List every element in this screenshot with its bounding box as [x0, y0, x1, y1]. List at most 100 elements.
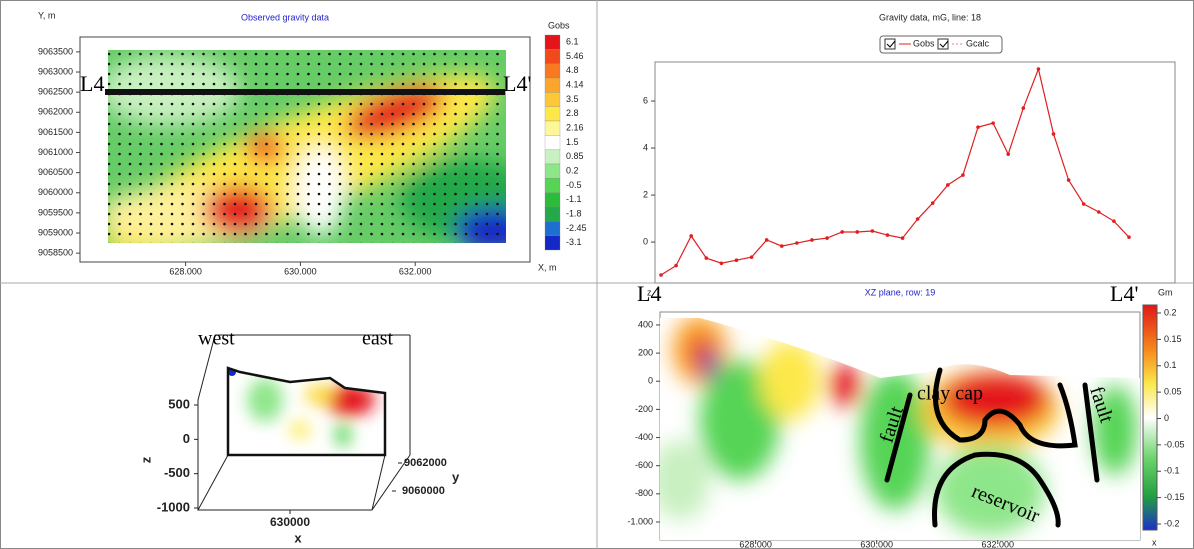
- x-axis-label: X, m: [538, 262, 557, 272]
- data-point: [976, 125, 980, 129]
- y-tick-label: 2: [643, 189, 648, 199]
- colorbar-label: -0.15: [1164, 492, 1185, 502]
- colorbar-cell: [544, 163, 561, 179]
- colorbar-label: 6.1: [566, 37, 579, 47]
- colorbar-label: 0: [1164, 413, 1169, 423]
- y-tick-label: 6: [643, 95, 648, 105]
- y-tick-label: 9063500: [38, 46, 73, 56]
- legend-label: Gobs: [913, 38, 935, 48]
- heatmap: [228, 368, 385, 455]
- data-point: [930, 201, 935, 205]
- y-tick-label: -800: [635, 488, 653, 498]
- y-tick-label: 0: [643, 236, 648, 246]
- y-tick-label: 9062500: [38, 87, 73, 97]
- y-tick-label: 9062000: [38, 107, 73, 117]
- y-tick-label: 9062000: [404, 457, 447, 469]
- annotation: west: [198, 328, 235, 350]
- colorbar-cell: [544, 192, 561, 208]
- y-tick-label: 9063000: [38, 66, 73, 76]
- data-point: [946, 183, 950, 187]
- colorbar-cell: [544, 221, 561, 236]
- colorbar-cell: [544, 77, 561, 93]
- colorbar-cell: [544, 135, 561, 150]
- colorbar-label: 4.14: [566, 80, 584, 90]
- plot-area: [654, 61, 1176, 284]
- colorbar-cell: [544, 235, 561, 251]
- colorbar: [1142, 304, 1158, 531]
- annotation: L4': [503, 71, 531, 96]
- colorbar-label: -0.1: [1164, 466, 1180, 476]
- y-axis-label: y: [452, 469, 460, 484]
- z-tick-label: -500: [164, 465, 190, 480]
- y-tick-label: 9060000: [38, 187, 73, 197]
- data-point: [689, 234, 693, 238]
- colorbar-label: -0.05: [1164, 439, 1185, 449]
- y-tick-label: 9058500: [38, 248, 73, 258]
- z-axis-label: z: [138, 456, 153, 463]
- colorbar-cell: [544, 106, 561, 122]
- y-tick-label: 400: [638, 319, 653, 329]
- colorbar-label: -1.1: [566, 194, 582, 204]
- colorbar-label: -2.45: [566, 223, 587, 233]
- checkbox[interactable]: [884, 38, 896, 50]
- data-point: [1021, 106, 1026, 110]
- data-point: [885, 233, 890, 237]
- section-outline: [226, 366, 387, 457]
- x-tick-label: 630000: [270, 515, 310, 529]
- y-tick-label: 9061000: [38, 147, 73, 157]
- y-tick-label: -400: [635, 432, 653, 442]
- y-tick-label: -1.000: [627, 516, 653, 526]
- colorbar-label: -0.5: [566, 180, 582, 190]
- colorbar-cell: [544, 178, 561, 193]
- x-axis-label: x: [294, 530, 302, 545]
- data-point: [810, 238, 814, 242]
- y-tick-label: 200: [638, 347, 653, 357]
- data-point: [1051, 132, 1056, 136]
- colorbar-title: Gm: [1158, 287, 1173, 297]
- colorbar-label: 2.16: [566, 123, 584, 133]
- annotation: L4: [80, 71, 104, 96]
- z-tick-label: 0: [183, 431, 190, 446]
- colorbar-label: 1.5: [566, 137, 579, 147]
- x-tick-label: 628.000: [169, 266, 202, 276]
- y-tick-label: 4: [643, 142, 648, 152]
- y-tick-label: 9061500: [38, 127, 73, 137]
- colorbar-label: 0.15: [1164, 334, 1182, 344]
- colorbar-label: -1.8: [566, 209, 582, 219]
- colorbar-label: -0.2: [1164, 518, 1180, 528]
- data-point: [1127, 235, 1131, 239]
- check: [886, 40, 896, 48]
- data-point: [1112, 219, 1116, 223]
- x-tick-label: 630.000: [284, 266, 317, 276]
- checkbox[interactable]: [937, 38, 949, 50]
- data-point: [719, 261, 724, 266]
- colorbar-cell: [544, 92, 561, 107]
- z-tick-label: 500: [168, 396, 190, 411]
- data-point: [961, 173, 965, 177]
- data-point: [659, 273, 663, 277]
- colorbar-label: 0.2: [1164, 307, 1177, 317]
- colorbar-cell: [544, 120, 561, 136]
- colorbar-cell: [544, 63, 561, 79]
- data-point: [749, 255, 754, 259]
- check: [939, 40, 949, 48]
- data-point: [991, 121, 995, 125]
- chart-title: Observed gravity data: [241, 12, 329, 22]
- colorbar-label: 0.1: [1164, 360, 1177, 370]
- data-point: [1066, 178, 1071, 182]
- data-point: [870, 229, 875, 233]
- y-tick-label: 9060500: [38, 167, 73, 177]
- data-point: [915, 217, 920, 221]
- colorbar-label: 2.8: [566, 108, 579, 118]
- y-axis-label: Y, m: [38, 10, 55, 20]
- y-tick-label: 9059000: [38, 227, 73, 237]
- x-tick-label: 632.000: [981, 539, 1014, 549]
- colorbar-label: 0.85: [566, 151, 584, 161]
- z-axis-label: z: [647, 287, 652, 297]
- data-point: [855, 230, 860, 234]
- y-tick-label: -600: [635, 460, 653, 470]
- data-point: [704, 256, 709, 260]
- data-point: [825, 236, 829, 240]
- y-tick-label: 0: [648, 376, 653, 386]
- colorbar-label: 0.05: [1164, 387, 1182, 397]
